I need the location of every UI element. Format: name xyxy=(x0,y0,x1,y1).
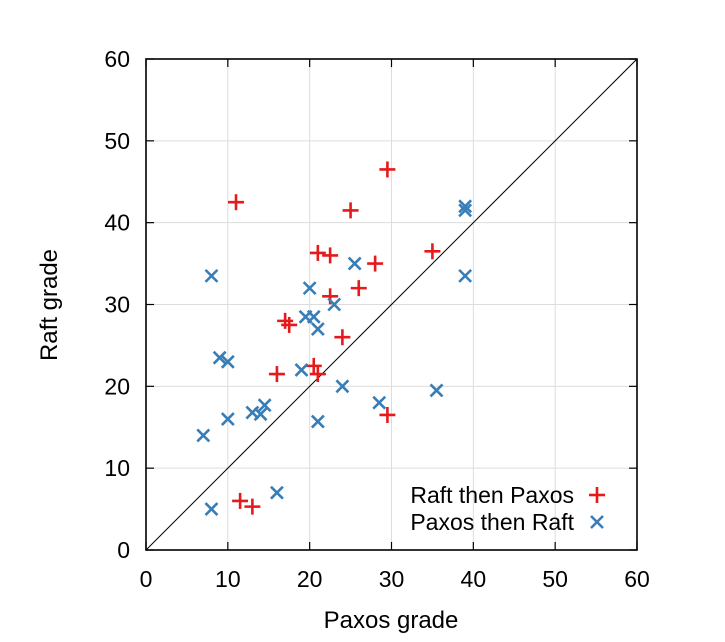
data-point-raft-then-paxos xyxy=(424,243,441,260)
y-tick-label: 30 xyxy=(104,292,130,318)
y-tick-label: 0 xyxy=(117,537,130,563)
data-point-paxos-then-raft xyxy=(294,363,309,377)
data-point-raft-then-paxos xyxy=(244,498,261,515)
x-tick-label: 40 xyxy=(461,566,487,592)
data-point-raft-then-paxos xyxy=(350,280,367,297)
data-point-raft-then-paxos xyxy=(268,366,285,383)
data-point-paxos-then-raft xyxy=(372,395,387,410)
legend-x-icon xyxy=(590,515,604,529)
legend-label-paxos-then-raft: Paxos then Raft xyxy=(410,509,574,535)
data-point-raft-then-paxos xyxy=(309,366,326,383)
y-tick-label: 40 xyxy=(104,210,130,236)
data-point-paxos-then-raft xyxy=(253,407,268,422)
data-point-raft-then-paxos xyxy=(281,316,298,333)
data-point-paxos-then-raft xyxy=(347,256,362,271)
legend: Raft then Paxos Paxos then Raft xyxy=(410,482,605,535)
y-axis-label: Raft grade xyxy=(36,249,63,361)
y-tick-label: 10 xyxy=(104,455,130,481)
data-point-paxos-then-raft xyxy=(212,350,227,365)
axis-ticks: 0 10 20 30 40 50 60 0 10 20 30 40 50 60 xyxy=(104,46,649,592)
data-point-raft-then-paxos xyxy=(379,161,396,178)
data-point-raft-then-paxos xyxy=(379,406,396,423)
data-point-raft-then-paxos xyxy=(309,244,326,261)
data-point-paxos-then-raft xyxy=(220,354,235,369)
data-point-paxos-then-raft xyxy=(204,502,219,517)
data-point-paxos-then-raft xyxy=(458,199,473,214)
data-point-paxos-then-raft xyxy=(302,281,317,296)
data-point-paxos-then-raft xyxy=(458,268,473,283)
data-point-raft-then-paxos xyxy=(277,312,294,329)
data-point-paxos-then-raft xyxy=(257,398,272,413)
x-tick-label: 60 xyxy=(624,566,650,592)
data-points xyxy=(196,161,473,517)
data-point-paxos-then-raft xyxy=(335,379,350,394)
data-point-paxos-then-raft xyxy=(204,268,219,283)
y-tick-label: 20 xyxy=(104,373,130,399)
x-axis-label: Paxos grade xyxy=(324,607,459,634)
x-tick-label: 50 xyxy=(542,566,568,592)
x-tick-label: 20 xyxy=(297,566,323,592)
legend-marker-plus xyxy=(589,487,605,503)
y-tick-label: 50 xyxy=(104,128,130,154)
legend-plus-icon xyxy=(589,487,605,503)
data-point-paxos-then-raft xyxy=(327,297,342,312)
data-point-paxos-then-raft xyxy=(310,322,325,336)
x-tick-label: 0 xyxy=(140,566,153,592)
data-point-raft-then-paxos xyxy=(367,255,384,272)
data-point-raft-then-paxos xyxy=(342,202,359,219)
data-point-paxos-then-raft xyxy=(429,383,444,398)
diagonal-reference-line xyxy=(145,58,638,551)
data-point-paxos-then-raft xyxy=(196,428,211,443)
legend-label-raft-then-paxos: Raft then Paxos xyxy=(410,482,574,508)
data-point-paxos-then-raft xyxy=(220,412,235,426)
data-point-paxos-then-raft xyxy=(458,203,473,218)
x-tick-label: 30 xyxy=(379,566,405,592)
data-point-raft-then-paxos xyxy=(334,329,351,346)
data-point-raft-then-paxos xyxy=(305,357,322,374)
data-point-raft-then-paxos xyxy=(232,492,249,509)
data-point-raft-then-paxos xyxy=(228,194,245,211)
x-tick-label: 10 xyxy=(215,566,241,592)
data-point-raft-then-paxos xyxy=(322,247,339,264)
data-point-paxos-then-raft xyxy=(310,414,325,429)
data-point-paxos-then-raft xyxy=(270,485,284,500)
y-tick-label: 60 xyxy=(104,46,130,72)
legend-marker-x xyxy=(590,515,604,529)
data-point-paxos-then-raft xyxy=(306,309,321,324)
